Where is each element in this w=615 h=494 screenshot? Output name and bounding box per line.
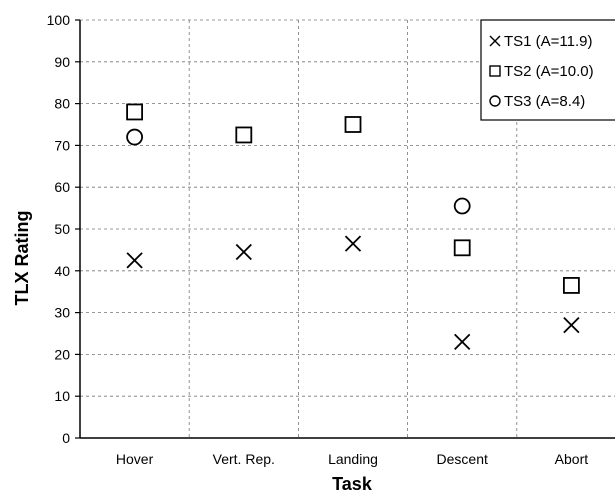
data-point-square [563, 277, 580, 294]
marker-stroke [454, 333, 471, 350]
y-tick-label: 10 [54, 388, 70, 404]
y-axis-title: TLX Rating [12, 211, 32, 306]
marker-stroke [489, 35, 501, 47]
x-category-label: Vert. Rep. [213, 451, 275, 467]
marker-stroke [344, 235, 362, 252]
axes [75, 19, 615, 439]
legend-marker-circle [489, 95, 501, 107]
y-tick-label: 100 [47, 12, 71, 28]
x-category-label: Descent [437, 451, 488, 467]
data-point-square [126, 103, 143, 121]
x-axis-title: Task [332, 474, 373, 494]
legend-entry-label: TS2 (A=10.0) [504, 63, 594, 80]
legend-entry-label: TS1 (A=11.9) [504, 33, 593, 50]
y-tick-label: 50 [54, 221, 70, 237]
x-category-labels: Hover Vert. Rep. Landing Descent Abort [116, 451, 588, 467]
marker-stroke [563, 317, 580, 334]
y-tick-label: 20 [54, 346, 70, 362]
data-point-square [344, 116, 362, 133]
y-tick-labels: 0 10 20 30 40 50 60 70 80 90 100 [47, 12, 71, 446]
marker-stroke [235, 243, 252, 261]
data-point-x [344, 235, 362, 252]
grid-lines [80, 19, 615, 438]
legend: TS1 (A=11.9) TS2 (A=10.0) TS3 (A=8.4) [480, 19, 615, 121]
y-tick-label: 90 [54, 54, 70, 70]
y-tick-label: 80 [54, 96, 70, 112]
data-point-x [126, 252, 143, 269]
y-tick-label: 60 [54, 179, 70, 195]
y-tick-label: 30 [54, 305, 70, 321]
data-point-circle [126, 128, 144, 146]
legend-marker-square [489, 65, 501, 77]
data-point-x [454, 333, 471, 350]
y-tick-label: 70 [54, 137, 70, 153]
y-tick-label: 40 [54, 263, 70, 279]
data-point-x [235, 243, 252, 261]
data-points [126, 103, 580, 350]
marker-stroke [126, 252, 143, 269]
legend-box [480, 19, 615, 121]
x-category-label: Abort [555, 451, 589, 467]
data-point-x [563, 317, 580, 334]
data-point-square [453, 239, 471, 257]
data-point-circle [453, 197, 471, 215]
legend-entry-label: TS3 (A=8.4) [504, 93, 585, 110]
legend-marker-x [489, 35, 501, 47]
x-category-label: Landing [328, 451, 378, 467]
y-tick-label: 0 [62, 430, 70, 446]
data-point-square [235, 126, 253, 144]
x-category-label: Hover [116, 451, 154, 467]
